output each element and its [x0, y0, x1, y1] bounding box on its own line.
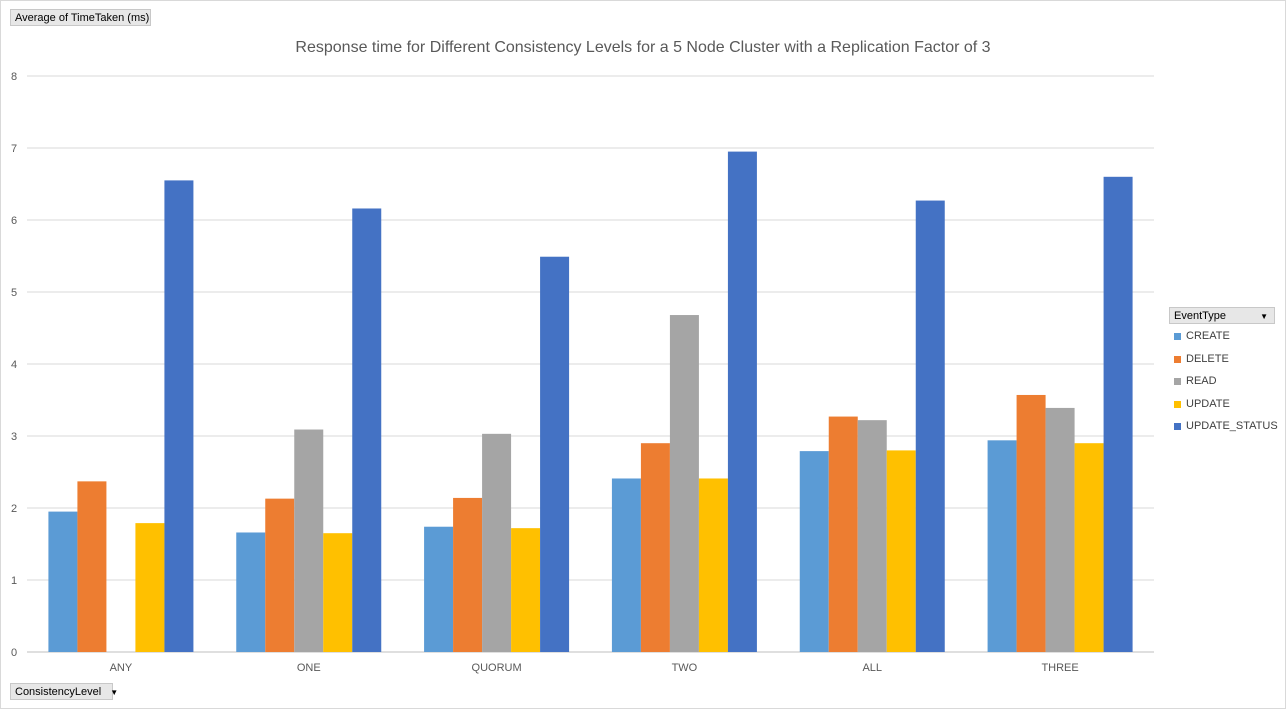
y-tick-label: 8	[11, 71, 17, 83]
bar-read	[294, 429, 324, 652]
bar-update-status	[727, 151, 757, 652]
bar-create	[611, 478, 641, 652]
y-tick-label: 6	[11, 215, 17, 227]
legend-label: READ	[1186, 375, 1217, 387]
bar-update	[323, 533, 353, 652]
bar-create	[424, 526, 454, 652]
legend-swatch	[1174, 333, 1181, 340]
bar-delete	[640, 443, 670, 652]
bar-delete	[453, 497, 483, 652]
values-field-button[interactable]: Average of TimeTaken (ms)	[10, 9, 151, 26]
bar-update	[1074, 443, 1104, 652]
legend-field-button[interactable]: EventType ▼	[1169, 307, 1275, 324]
legend-swatch	[1174, 355, 1181, 363]
bar-delete	[828, 416, 858, 652]
x-tick-label: TWO	[672, 662, 698, 674]
bar-update	[135, 523, 165, 652]
bar-create	[236, 532, 266, 652]
x-tick-label: QUORUM	[472, 662, 522, 674]
y-tick-label: 0	[11, 647, 17, 659]
bar-read	[857, 420, 887, 652]
y-tick-label: 5	[11, 287, 17, 299]
bar-update-status	[1103, 176, 1133, 653]
values-field-label: Average of TimeTaken (ms)	[15, 12, 150, 24]
x-tick-label: THREE	[1041, 662, 1078, 674]
bar-update-status	[352, 208, 382, 653]
bar-read	[1045, 407, 1075, 652]
bar-update-status	[540, 256, 570, 652]
legend-field-label: EventType	[1174, 310, 1226, 322]
x-tick-label: ALL	[862, 662, 882, 674]
chart-title: Response time for Different Consistency …	[295, 39, 991, 56]
legend-label: UPDATE	[1186, 397, 1230, 410]
dropdown-arrow-icon: ▼	[110, 688, 119, 697]
bar-update-status	[915, 200, 945, 652]
bar-create	[48, 511, 78, 652]
bar-create	[799, 451, 829, 652]
legend-swatch	[1174, 423, 1181, 430]
x-tick-label: ONE	[297, 662, 321, 674]
bar-delete	[265, 498, 295, 652]
bar-create	[987, 440, 1017, 652]
bar-update	[511, 528, 541, 652]
x-tick-label: ANY	[110, 662, 133, 674]
bar-update-status	[164, 180, 194, 652]
y-tick-label: 3	[11, 431, 17, 443]
y-tick-label: 7	[11, 143, 17, 155]
legend-swatch	[1174, 378, 1181, 385]
legend-label: CREATE	[1186, 330, 1230, 342]
y-tick-label: 1	[11, 575, 17, 587]
y-tick-label: 2	[11, 503, 17, 515]
axis-field-button[interactable]: ConsistencyLevel ▼	[10, 683, 118, 700]
legend-label: DELETE	[1186, 352, 1229, 365]
bar-delete	[77, 481, 107, 652]
axis-field-label: ConsistencyLevel	[15, 686, 102, 698]
bar-read	[482, 433, 512, 652]
bar-delete	[1016, 394, 1046, 652]
bar-read	[669, 315, 699, 652]
bar-update	[886, 450, 916, 652]
legend-label: UPDATE_STATUS	[1186, 420, 1278, 432]
legend-swatch	[1174, 400, 1181, 408]
bar-update	[698, 478, 728, 652]
y-tick-label: 4	[11, 359, 17, 371]
dropdown-arrow-icon: ▼	[1260, 312, 1268, 321]
